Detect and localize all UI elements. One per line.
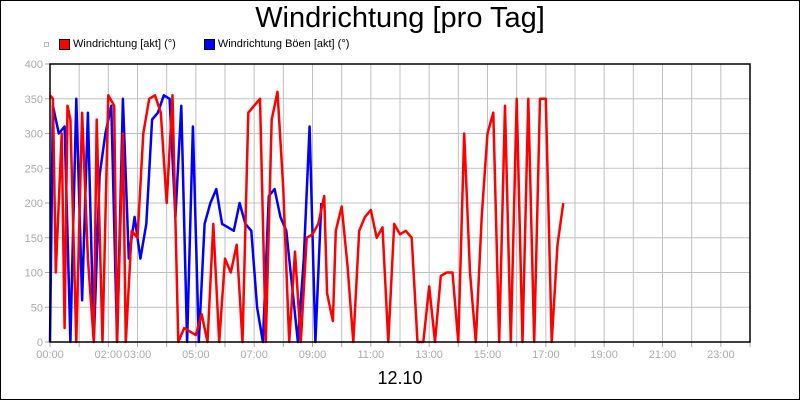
legend-label: Windrichtung [akt] (°) bbox=[73, 38, 176, 50]
svg-text:150: 150 bbox=[25, 233, 43, 245]
svg-text:200: 200 bbox=[25, 198, 43, 210]
svg-text:0: 0 bbox=[37, 337, 43, 349]
svg-text:23:00: 23:00 bbox=[707, 349, 735, 361]
svg-text:350: 350 bbox=[25, 94, 43, 106]
svg-text:300: 300 bbox=[25, 129, 43, 141]
date-label: 12.10 bbox=[377, 368, 423, 388]
legend-label: Windrichtung Böen [akt] (°) bbox=[217, 38, 350, 50]
svg-text:100: 100 bbox=[25, 268, 43, 280]
svg-text:07:00: 07:00 bbox=[240, 349, 268, 361]
svg-text:17:00: 17:00 bbox=[532, 349, 560, 361]
svg-text:00:00: 00:00 bbox=[36, 349, 64, 361]
svg-text:13:00: 13:00 bbox=[415, 349, 443, 361]
svg-text:02:00: 02:00 bbox=[95, 349, 123, 361]
svg-text:19:00: 19:00 bbox=[590, 349, 618, 361]
legend: Windrichtung [akt] (°) Windrichtung Böen… bbox=[44, 38, 377, 50]
legend-item-direction: Windrichtung [akt] (°) bbox=[59, 38, 176, 50]
svg-text:400: 400 bbox=[25, 59, 43, 71]
svg-text:21:00: 21:00 bbox=[649, 349, 677, 361]
svg-text:250: 250 bbox=[25, 163, 43, 175]
legend-item-gust-direction: Windrichtung Böen [akt] (°) bbox=[203, 38, 350, 50]
chart-title: Windrichtung [pro Tag] bbox=[255, 2, 545, 34]
svg-text:15:00: 15:00 bbox=[474, 349, 502, 361]
svg-text:05:00: 05:00 bbox=[182, 349, 210, 361]
svg-text:50: 50 bbox=[31, 302, 43, 314]
blue-swatch-icon bbox=[203, 38, 215, 50]
svg-text:03:00: 03:00 bbox=[124, 349, 152, 361]
svg-text:11:00: 11:00 bbox=[357, 349, 384, 361]
red-swatch-icon bbox=[59, 38, 70, 50]
svg-text:09:00: 09:00 bbox=[299, 349, 327, 361]
legend-marker-icon bbox=[44, 41, 49, 47]
